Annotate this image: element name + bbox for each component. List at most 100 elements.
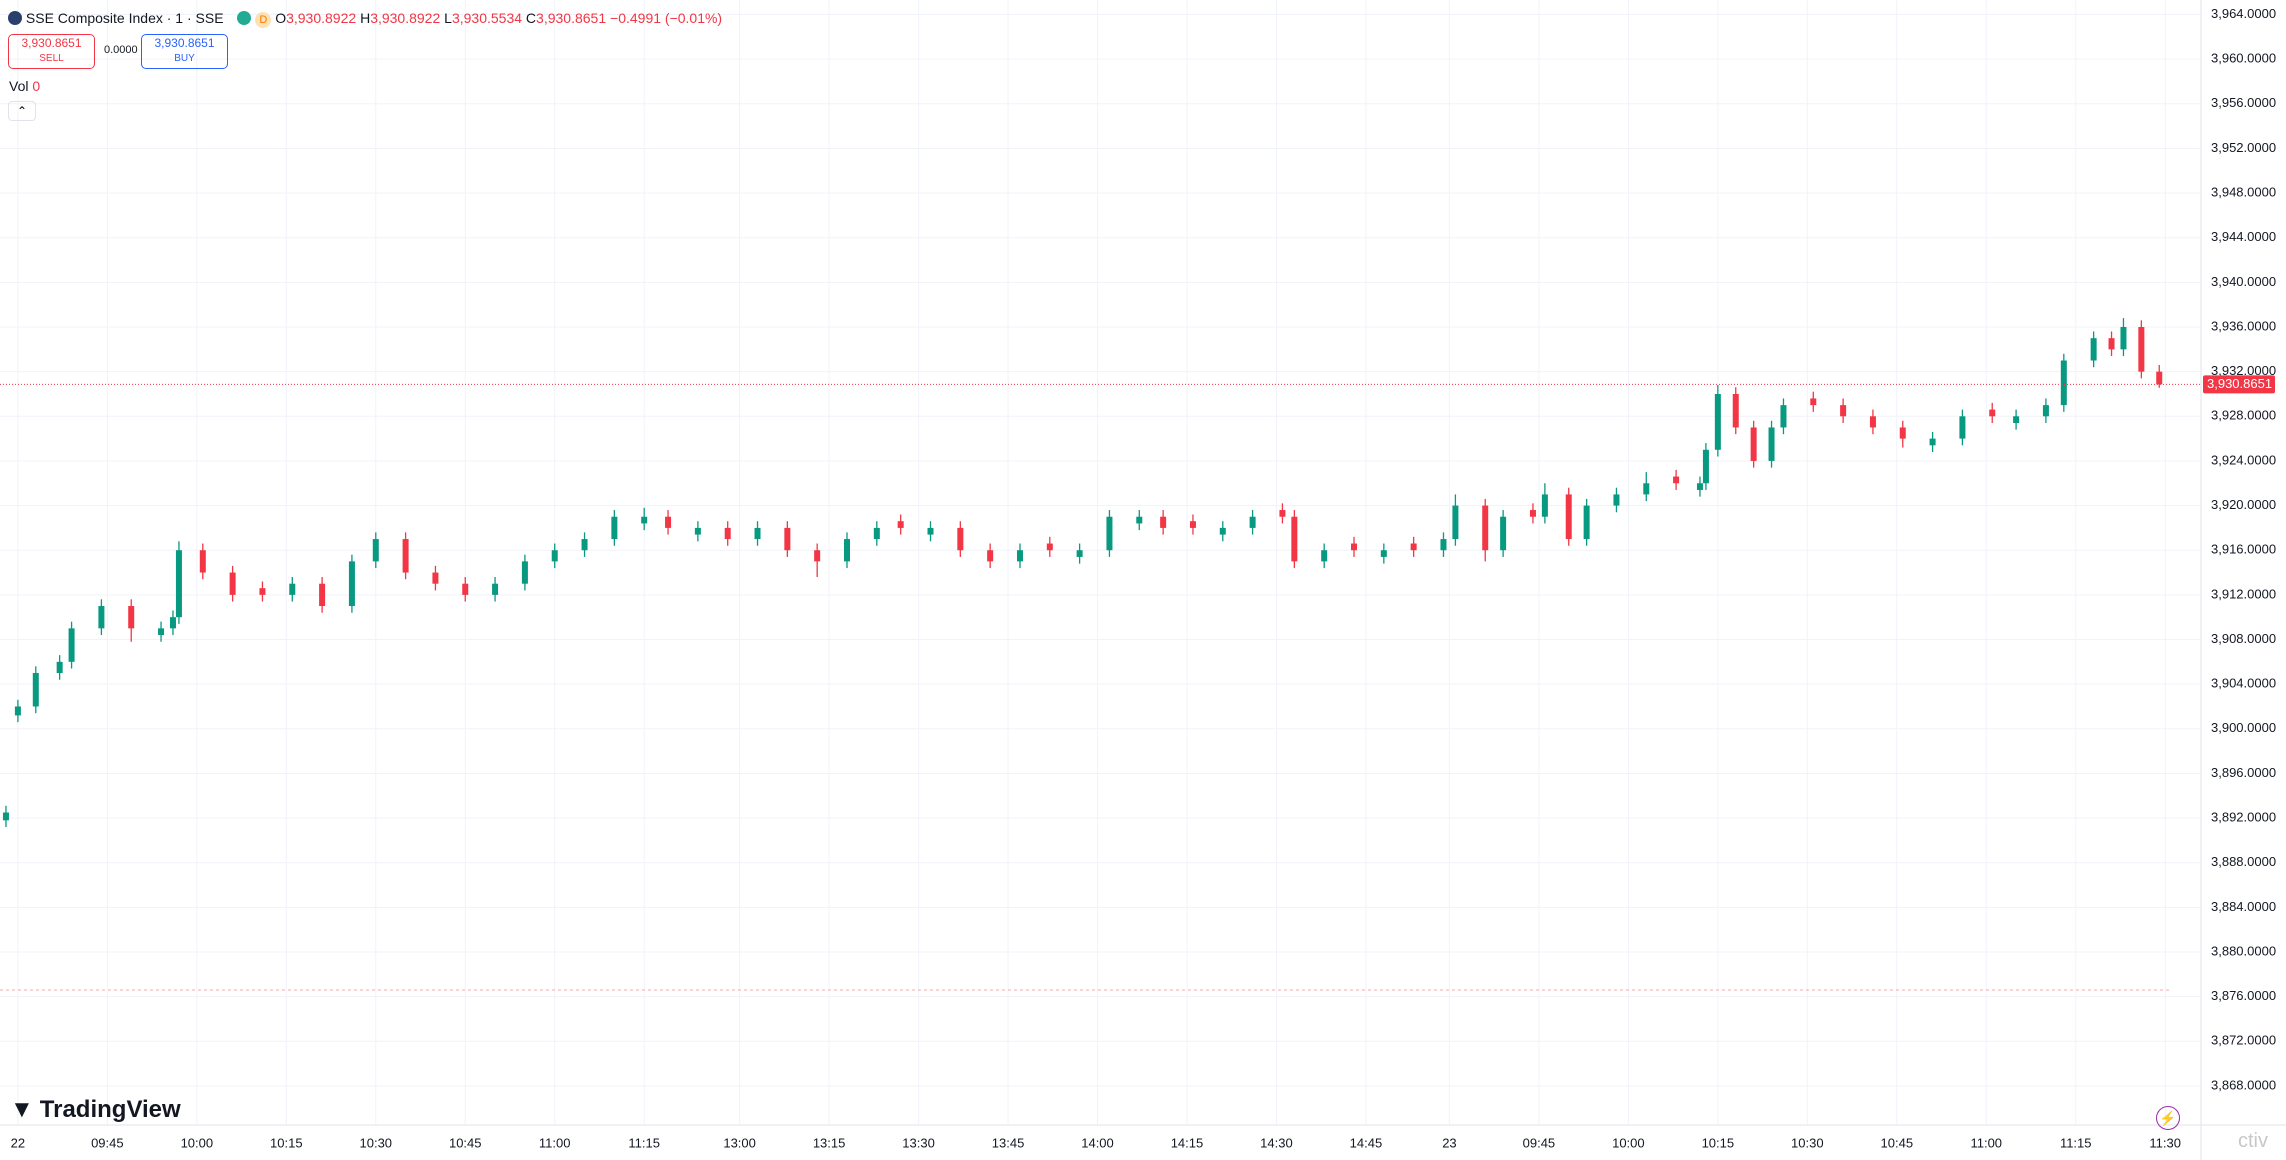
- candle-body: [897, 521, 904, 528]
- spread: 0.0000: [104, 44, 138, 56]
- volume-row: Vol 0: [9, 78, 40, 94]
- x-tick-label: 13:15: [813, 1135, 846, 1150]
- candle-body: [2013, 416, 2020, 423]
- candle-body: [289, 583, 296, 595]
- buy-label: BUY: [174, 53, 195, 64]
- y-tick-label: 3,872.0000: [2211, 1033, 2276, 1048]
- collapse-button[interactable]: ⌃: [8, 101, 36, 121]
- candle-body: [1500, 516, 1507, 551]
- y-tick-label: 3,960.0000: [2211, 51, 2276, 66]
- candle-body: [1279, 510, 1286, 517]
- candle-body: [987, 550, 994, 562]
- candle-body: [1410, 543, 1417, 551]
- candle-body: [1452, 505, 1459, 540]
- logo-mark: ▼: [10, 1096, 34, 1123]
- candle-body: [1291, 516, 1298, 562]
- candle-body: [259, 588, 266, 595]
- candle-body: [814, 550, 821, 562]
- candle-body: [2156, 371, 2163, 385]
- candle-body: [665, 516, 672, 528]
- candle-body: [1380, 550, 1387, 557]
- candle-body: [784, 527, 791, 551]
- y-tick-label: 3,916.0000: [2211, 542, 2276, 557]
- vol-label: Vol: [9, 78, 29, 94]
- candle-body: [1714, 393, 1721, 450]
- badge: D: [255, 12, 272, 28]
- candle-body: [1643, 483, 1650, 495]
- y-tick-label: 3,956.0000: [2211, 95, 2276, 110]
- candle-body: [1869, 416, 1876, 428]
- x-tick-label: 10:15: [270, 1135, 303, 1150]
- y-tick-label: 3,880.0000: [2211, 943, 2276, 958]
- candle-body: [319, 583, 326, 607]
- candle-body: [1106, 516, 1113, 551]
- o-value: 3,930.8922: [286, 10, 357, 26]
- y-tick-label: 3,888.0000: [2211, 854, 2276, 869]
- y-tick-label: 3,924.0000: [2211, 452, 2276, 467]
- candle-body: [1673, 476, 1680, 484]
- candle-body: [2138, 327, 2145, 372]
- c-label: C: [525, 10, 537, 26]
- candle-body: [1750, 427, 1757, 461]
- y-tick-label: 3,896.0000: [2211, 765, 2276, 780]
- sell-button[interactable]: 3,930.8651 SELL: [8, 34, 95, 69]
- candle-body: [199, 550, 206, 573]
- x-tick-label: 09:45: [91, 1135, 124, 1150]
- h-label: H: [360, 10, 371, 26]
- watermark: ctiv: [2238, 1130, 2268, 1152]
- candle-body: [1810, 398, 1817, 406]
- last-price-label: 3,930.8651: [2207, 376, 2272, 391]
- lightning-button[interactable]: ⚡: [2156, 1106, 2180, 1130]
- candle-body: [957, 527, 964, 551]
- candle-body: [1046, 543, 1053, 551]
- candle-body: [372, 539, 379, 562]
- candle-body: [1702, 449, 1709, 484]
- candle-body: [229, 572, 236, 595]
- x-tick-label: 13:00: [723, 1135, 756, 1150]
- candle-body: [2120, 327, 2127, 350]
- c-value: 3,930.8651: [536, 10, 607, 26]
- candle-body: [68, 628, 75, 662]
- candle-body: [1732, 393, 1739, 428]
- candle-body: [169, 617, 176, 629]
- y-tick-label: 3,900.0000: [2211, 720, 2276, 735]
- candle-body: [1780, 405, 1787, 428]
- x-tick-label: 13:45: [992, 1135, 1025, 1150]
- candle-body: [432, 572, 439, 584]
- candle-body: [873, 527, 880, 540]
- y-tick-label: 3,932.0000: [2211, 363, 2276, 378]
- candle-body: [1929, 438, 1936, 446]
- buy-price: 3,930.8651: [154, 36, 215, 50]
- candle-body: [1583, 505, 1590, 540]
- candle-body: [694, 527, 701, 535]
- candle-body: [1351, 543, 1358, 551]
- x-tick-label: 14:45: [1350, 1135, 1383, 1150]
- o-label: O: [275, 10, 287, 26]
- x-tick-label: 14:00: [1081, 1135, 1114, 1150]
- candle-body: [1989, 409, 1996, 417]
- candle-body: [1249, 516, 1256, 528]
- status-dot: [237, 11, 252, 25]
- candle-body: [1565, 494, 1572, 540]
- x-tick-label: 23: [1442, 1135, 1456, 1150]
- candle-body: [611, 516, 618, 540]
- y-tick-label: 3,936.0000: [2211, 318, 2276, 333]
- candle-body: [2, 812, 9, 821]
- y-tick-label: 3,904.0000: [2211, 676, 2276, 691]
- logo-text: TradingView: [39, 1096, 181, 1123]
- candle-body: [1541, 494, 1548, 517]
- candle-body: [1696, 483, 1703, 490]
- candle-body: [1529, 510, 1536, 517]
- candle-body: [1899, 427, 1906, 439]
- candle-body: [1219, 527, 1226, 535]
- candle-body: [1076, 550, 1083, 557]
- h-value: 3,930.8922: [370, 10, 441, 26]
- candle-body: [521, 561, 528, 584]
- change: −0.4991 (−0.01%): [610, 10, 723, 26]
- candle-body: [1482, 505, 1489, 551]
- buy-button[interactable]: 3,930.8651 BUY: [141, 34, 228, 69]
- x-tick-label: 11:15: [2060, 1135, 2092, 1150]
- candle-body: [1613, 494, 1620, 506]
- y-tick-label: 3,952.0000: [2211, 140, 2276, 155]
